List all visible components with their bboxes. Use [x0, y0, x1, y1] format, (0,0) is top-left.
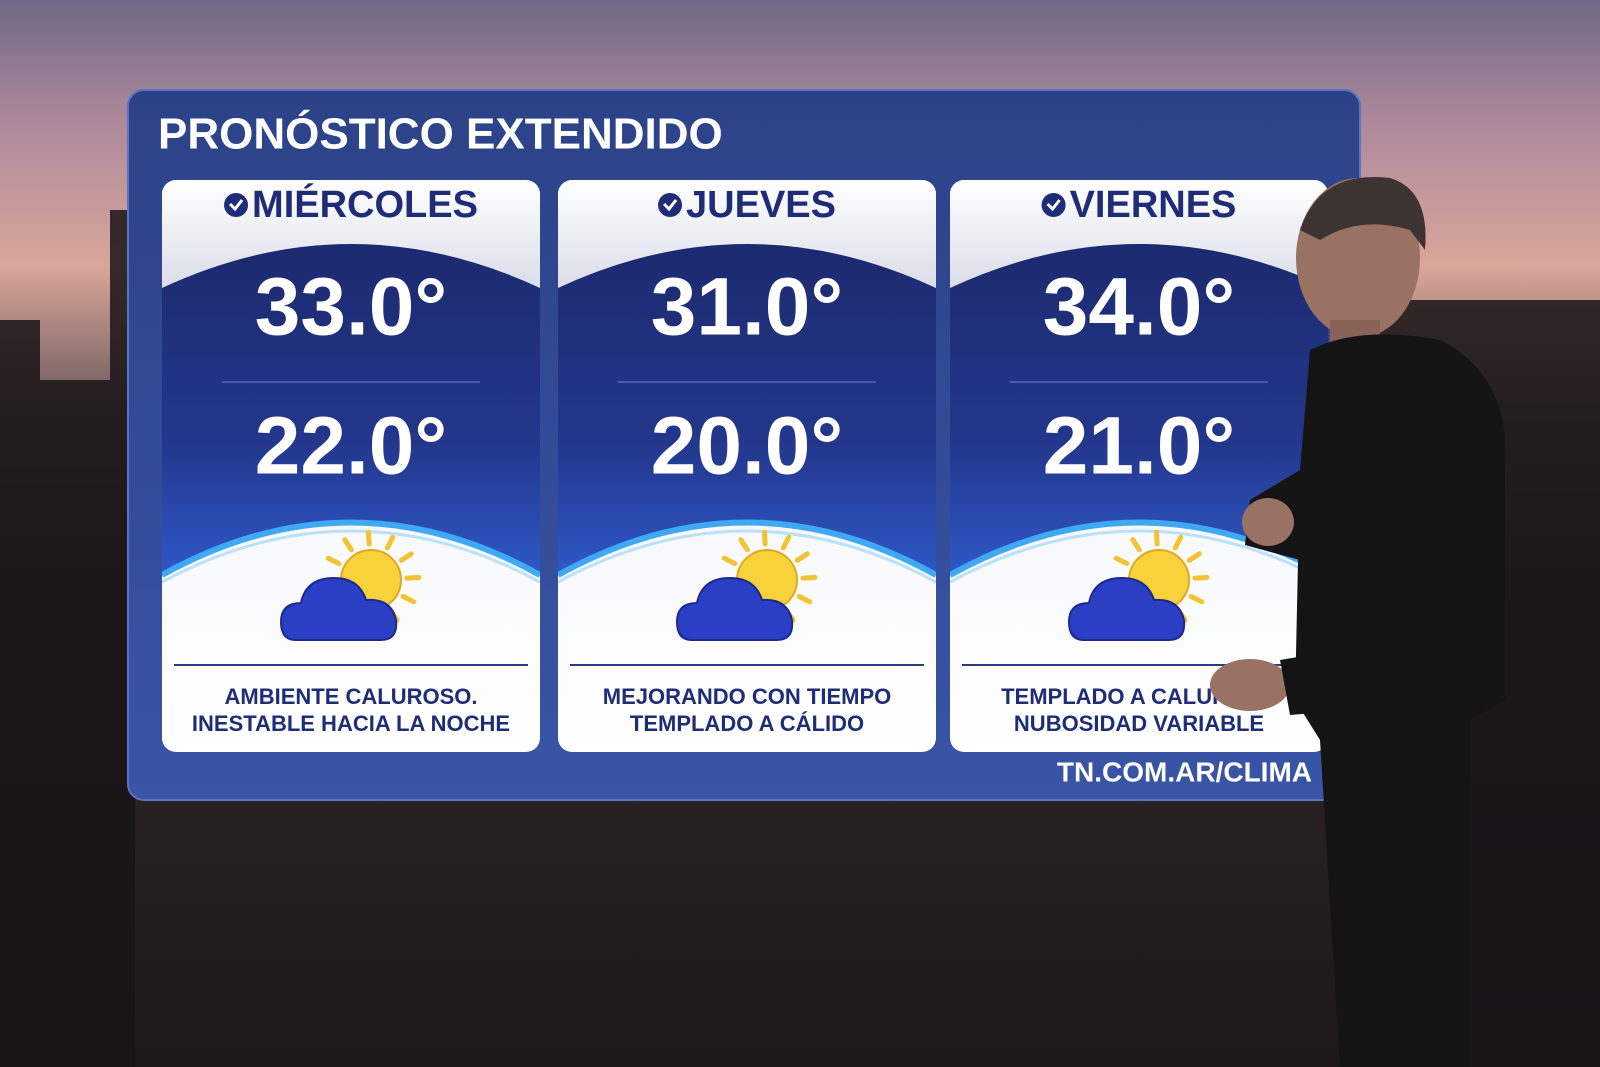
weather-icon [279, 529, 422, 641]
day-name: JUEVES [686, 184, 836, 226]
day-name: VIERNES [1070, 184, 1237, 226]
cloud [1067, 576, 1186, 641]
sun-ray [1130, 537, 1142, 553]
sun-ray [1172, 534, 1184, 551]
sun-ray [796, 593, 813, 605]
card-middle [162, 244, 540, 575]
footer-url: TN.COM.AR/CLIMA [1057, 756, 1312, 787]
sun-ray [325, 555, 342, 567]
check-icon [224, 193, 249, 217]
low-temp: 20.0° [651, 401, 843, 492]
description-line: INESTABLE HACIA LA NOCHE [192, 711, 510, 736]
check-icon [658, 193, 683, 217]
sun-ray [1186, 551, 1202, 563]
sun-ray [721, 555, 738, 567]
sun-ray [342, 537, 354, 553]
card-body [558, 180, 936, 752]
description-line: MEJORANDO CON TIEMPO [603, 684, 891, 709]
card-middle [558, 244, 936, 575]
low-temp: 22.0° [255, 401, 447, 492]
sun-ray [384, 534, 396, 551]
glow-arc-soft [558, 529, 936, 584]
sun-ray [365, 529, 372, 547]
cards: MIÉRCOLES 33.0° 22.0° AMBIENTE CALUROSO.INE… [162, 180, 1328, 752]
card-middle [950, 244, 1328, 575]
check-mark [662, 199, 678, 212]
panel-title: PRONÓSTICO EXTENDIDO [158, 109, 723, 159]
sun-ray [800, 574, 818, 581]
sun-ray [1192, 574, 1210, 581]
sun-ray [400, 593, 417, 605]
day-card: JUEVES 31.0° 20.0° MEJORANDO CON TIEMPOTEMP… [558, 180, 936, 752]
sun-ray [1113, 555, 1130, 567]
sun-ray [794, 551, 810, 563]
cloud [675, 576, 794, 641]
presenter [1210, 177, 1505, 1067]
check-mark [228, 199, 244, 212]
high-temp: 31.0° [651, 262, 843, 353]
sun-ray [398, 551, 414, 563]
weather-icon [675, 529, 818, 641]
sun-ray [404, 574, 422, 581]
check-mark [1046, 199, 1061, 212]
card-body [162, 180, 540, 752]
glow-arc-soft [162, 529, 540, 584]
description-line: TEMPLADO A CÁLIDO [630, 711, 864, 736]
glow-arc [558, 519, 936, 578]
glow-arc [162, 519, 540, 578]
cloud [279, 576, 398, 641]
check-icon [1041, 193, 1066, 217]
sun-ray [1188, 593, 1205, 605]
day-name: MIÉRCOLES [252, 182, 478, 226]
sun-ray [780, 534, 792, 551]
low-temp: 21.0° [1043, 401, 1235, 492]
description-line: AMBIENTE CALUROSO. [225, 684, 478, 709]
glow-arc-soft [950, 529, 1328, 584]
sun-ray [738, 537, 750, 553]
description-line: NUBOSIDAD VARIABLE [1014, 711, 1264, 736]
day-card: MIÉRCOLES 33.0° 22.0° AMBIENTE CALUROSO.INE… [162, 180, 540, 752]
high-temp: 34.0° [1043, 262, 1235, 353]
weather-icon [1067, 529, 1210, 641]
high-temp: 33.0° [255, 262, 447, 353]
card-body [950, 180, 1328, 752]
sun-ray [1153, 529, 1160, 547]
sun-ray [761, 529, 768, 547]
